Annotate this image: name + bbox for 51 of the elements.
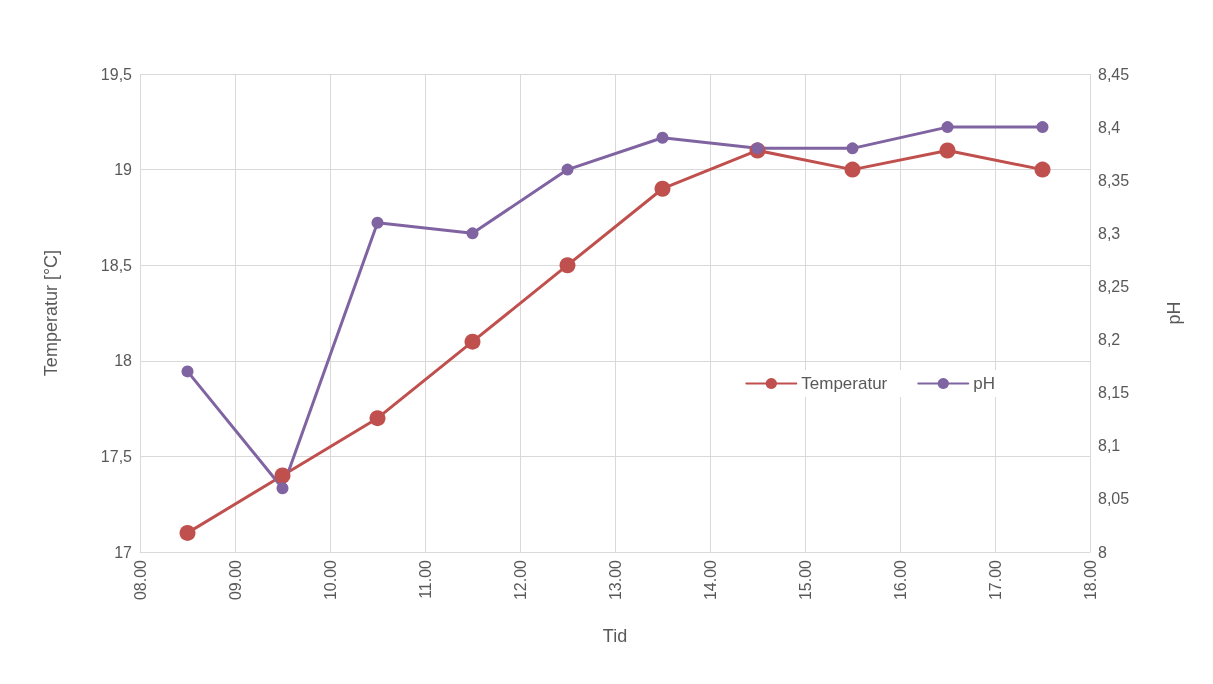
y2-tick-label: 8,4 bbox=[1098, 118, 1121, 136]
y2-tick-label: 8,1 bbox=[1098, 437, 1121, 455]
point bbox=[466, 227, 479, 240]
y-tick-label: 18 bbox=[114, 352, 133, 370]
point bbox=[181, 365, 194, 378]
x-tick-label: 15.00 bbox=[796, 559, 814, 601]
y2-tick-label: 8 bbox=[1098, 543, 1107, 561]
x-tick-label: 10.00 bbox=[321, 559, 339, 601]
x-tick-label: 11.00 bbox=[416, 559, 434, 599]
x-tick-label: 16.00 bbox=[891, 559, 909, 601]
point bbox=[654, 180, 671, 197]
point bbox=[941, 121, 954, 134]
y-tick-label: 19 bbox=[114, 161, 133, 179]
y-tick-label: 17 bbox=[114, 543, 133, 561]
x-tick-label: 08.00 bbox=[131, 559, 149, 601]
point bbox=[844, 161, 861, 178]
x-tick-label: 09.00 bbox=[226, 559, 244, 601]
x-axis-title: Tid bbox=[602, 626, 628, 646]
y2-tick-label: 8,15 bbox=[1098, 384, 1130, 402]
point bbox=[369, 410, 386, 427]
y-axis-title: Temperatur [°C] bbox=[41, 249, 61, 377]
y2-axis-title: pH bbox=[1164, 301, 1184, 325]
y2-tick-label: 8,05 bbox=[1098, 490, 1130, 508]
point bbox=[1036, 121, 1049, 134]
y2-tick-label: 8,3 bbox=[1098, 224, 1121, 242]
point bbox=[939, 142, 956, 159]
point bbox=[276, 482, 289, 495]
x-tick-label: 17.00 bbox=[986, 559, 1004, 601]
point bbox=[656, 131, 669, 144]
point bbox=[846, 142, 859, 155]
point bbox=[559, 257, 576, 274]
y2-tick-label: 8,2 bbox=[1098, 331, 1121, 349]
y-tick-label: 18,5 bbox=[100, 256, 133, 274]
point bbox=[371, 216, 384, 229]
x-tick-label: 13.00 bbox=[606, 559, 624, 601]
point bbox=[1034, 161, 1051, 178]
y2-tick-label: 8,35 bbox=[1098, 171, 1130, 189]
point bbox=[274, 467, 291, 484]
point bbox=[751, 142, 764, 155]
point bbox=[561, 163, 574, 176]
y-tick-label: 19,5 bbox=[100, 65, 133, 83]
y-tick-label: 17,5 bbox=[100, 447, 133, 465]
x-tick-label: 12.00 bbox=[511, 559, 529, 601]
x-tick-label: 18.00 bbox=[1081, 559, 1099, 601]
x-tick-label: 14.00 bbox=[701, 559, 719, 601]
y2-tick-label: 8,45 bbox=[1098, 65, 1130, 83]
legend-label: Temperatur bbox=[801, 374, 888, 393]
legend-label: pH bbox=[973, 374, 995, 393]
point bbox=[179, 524, 196, 541]
point bbox=[464, 333, 481, 350]
y2-tick-label: 8,25 bbox=[1098, 277, 1130, 295]
